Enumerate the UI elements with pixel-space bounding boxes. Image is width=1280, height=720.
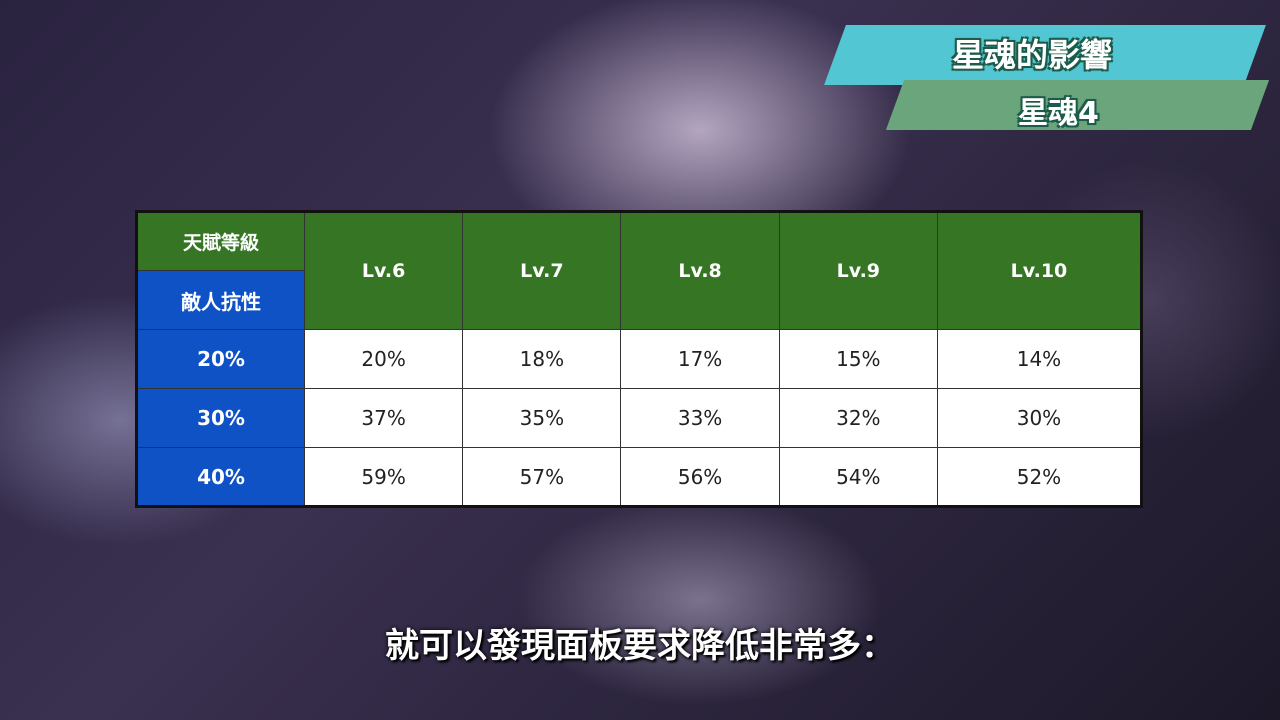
value-cell: 33%	[620, 388, 780, 448]
value-cell: 52%	[936, 447, 1143, 507]
corner-enemy-resistance: 敵人抗性	[136, 270, 305, 330]
level-header: Lv.10	[936, 211, 1143, 330]
value-cell: 20%	[303, 329, 464, 389]
banner-subtitle: 星魂4	[1018, 96, 1099, 131]
level-header: Lv.6	[303, 211, 464, 330]
resistance-cell: 20%	[136, 329, 305, 389]
level-header: Lv.9	[778, 211, 938, 330]
value-cell: 37%	[303, 388, 464, 448]
table-row: 20% 20% 18% 17% 15% 14%	[136, 329, 1143, 389]
level-header: Lv.8	[620, 211, 780, 330]
value-cell: 18%	[462, 329, 622, 389]
resistance-cell: 40%	[136, 447, 305, 507]
resistance-table: 天賦等級 Lv.6 Lv.7 Lv.8 Lv.9 Lv.10 敵人抗性 20% …	[135, 210, 1143, 508]
table-row: 30% 37% 35% 33% 32% 30%	[136, 388, 1143, 448]
value-cell: 57%	[462, 447, 622, 507]
value-cell: 32%	[778, 388, 938, 448]
level-header: Lv.7	[462, 211, 622, 330]
banner-title: 星魂的影響	[952, 36, 1113, 74]
table-row: 40% 59% 57% 56% 54% 52%	[136, 447, 1143, 507]
resistance-cell: 30%	[136, 388, 305, 448]
value-cell: 14%	[936, 329, 1143, 389]
value-cell: 17%	[620, 329, 780, 389]
value-cell: 35%	[462, 388, 622, 448]
value-cell: 56%	[620, 447, 780, 507]
video-subtitle: 就可以發現面板要求降低非常多：	[385, 626, 895, 666]
value-cell: 15%	[778, 329, 938, 389]
value-cell: 30%	[936, 388, 1143, 448]
value-cell: 59%	[303, 447, 464, 507]
corner-talent-level: 天賦等級	[136, 211, 305, 271]
value-cell: 54%	[778, 447, 938, 507]
